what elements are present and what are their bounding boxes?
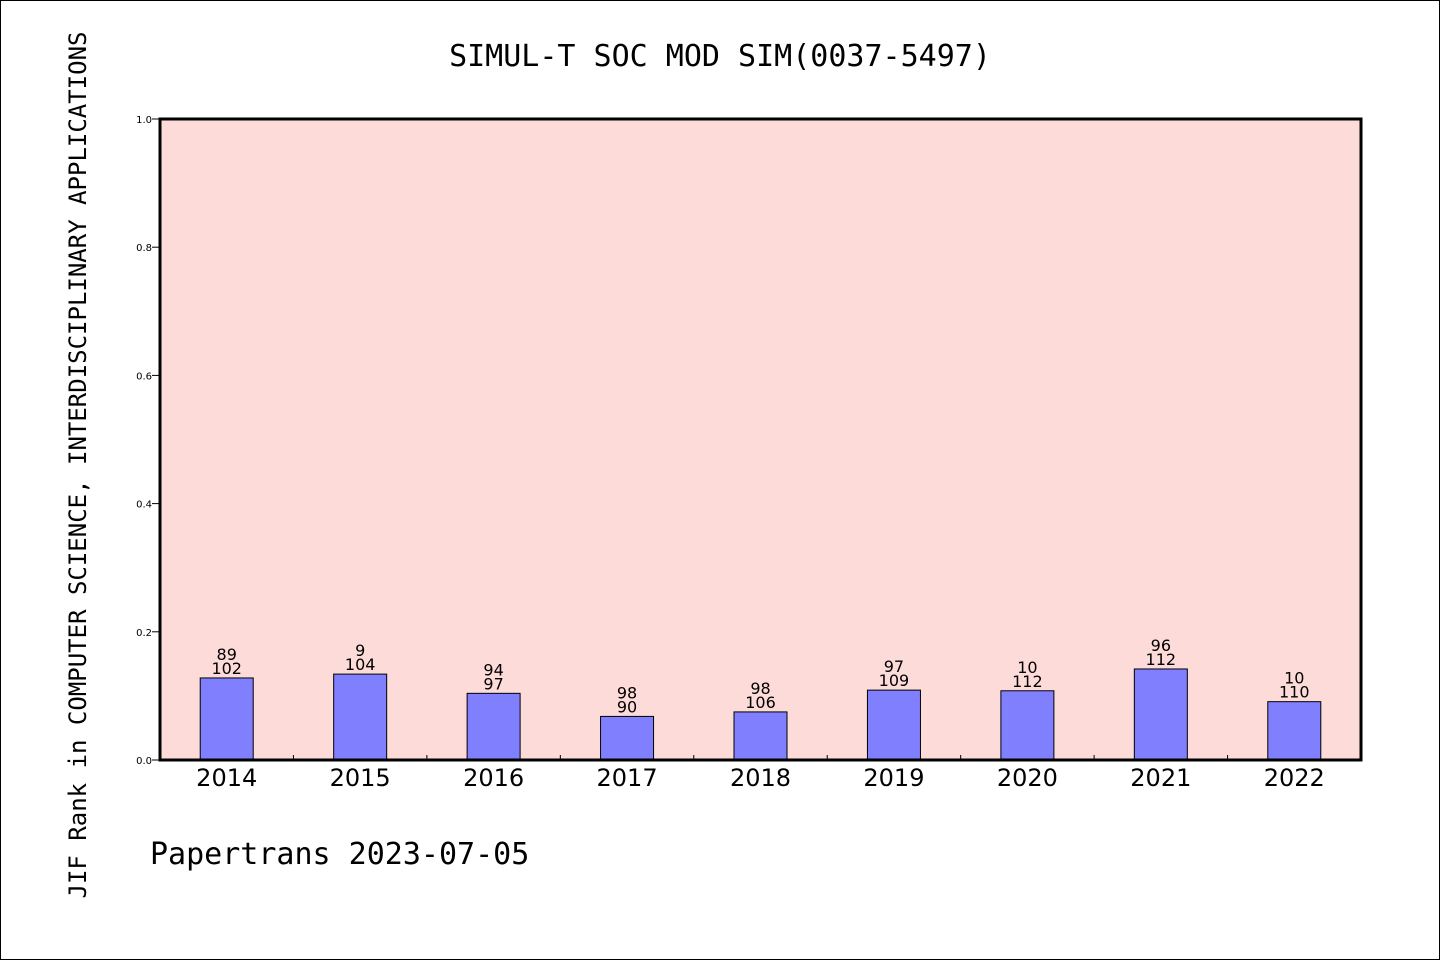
x-tick-label: 2016 bbox=[463, 764, 524, 792]
footer-text: Papertrans 2023-07-05 bbox=[150, 837, 529, 872]
bar-label-top: 98 bbox=[617, 683, 637, 702]
bar-label-top: 96 bbox=[1151, 636, 1171, 655]
bar-label-top: 10 bbox=[1017, 658, 1037, 677]
bar-label-top: 94 bbox=[483, 660, 503, 679]
bar-label-bottom: 109 bbox=[879, 671, 910, 690]
x-axis-ticks: 2014 2015 2016 2017 2018 2019 2020 2021 2022 bbox=[196, 755, 1325, 792]
x-tick-label: 2014 bbox=[196, 764, 257, 792]
bar-2017 bbox=[600, 715, 655, 761]
y-tick-label: 0.2 bbox=[136, 628, 152, 639]
bar-label-bottom: 104 bbox=[345, 655, 376, 674]
bar-label-bottom: 102 bbox=[211, 659, 242, 678]
bar-2020 bbox=[1000, 690, 1055, 761]
y-tick-label: 1.0 bbox=[136, 115, 152, 126]
bar-2014 bbox=[199, 677, 254, 761]
bar-2022 bbox=[1267, 701, 1322, 761]
bar-label-top: 97 bbox=[884, 657, 904, 676]
x-tick-label: 2019 bbox=[863, 764, 924, 792]
bar-label-bottom: 90 bbox=[617, 697, 637, 716]
bar-label-bottom: 110 bbox=[1279, 683, 1310, 702]
bar-2021 bbox=[1133, 668, 1188, 761]
y-tick-label: 0.4 bbox=[136, 500, 152, 511]
plot-area bbox=[158, 117, 1363, 762]
bar-2016 bbox=[466, 692, 521, 761]
bar-label-bottom: 112 bbox=[1146, 650, 1177, 669]
bar-label-top: 98 bbox=[750, 679, 770, 698]
x-tick-label: 2020 bbox=[997, 764, 1058, 792]
y-tick-label: 0.0 bbox=[136, 756, 152, 767]
bar-2019 bbox=[866, 689, 921, 761]
x-tick-label: 2021 bbox=[1130, 764, 1191, 792]
x-tick-label: 2022 bbox=[1264, 764, 1325, 792]
y-tick-label: 0.6 bbox=[136, 371, 152, 382]
y-axis-label: JIF Rank in COMPUTER SCIENCE, INTERDISCI… bbox=[64, 32, 92, 899]
bar-label-bottom: 112 bbox=[1012, 672, 1043, 691]
bar-2018 bbox=[733, 711, 788, 761]
bar-label-top: 89 bbox=[217, 645, 237, 664]
bar-2015 bbox=[333, 673, 388, 761]
bar-label-top: 9 bbox=[355, 641, 365, 660]
plot-border bbox=[158, 117, 1363, 762]
x-tick-label: 2015 bbox=[330, 764, 391, 792]
bar-label-bottom: 106 bbox=[745, 693, 776, 712]
y-axis-ticks: 0.0 0.2 0.4 0.6 0.8 1.0 bbox=[136, 115, 160, 767]
chart-title: SIMUL-T SOC MOD SIM(0037-5497) bbox=[449, 39, 991, 74]
y-tick-label: 0.8 bbox=[136, 243, 152, 254]
x-tick-label: 2017 bbox=[597, 764, 658, 792]
bar-label-top: 10 bbox=[1284, 669, 1304, 688]
bar-label-bottom: 97 bbox=[483, 674, 503, 693]
x-tick-label: 2018 bbox=[730, 764, 791, 792]
